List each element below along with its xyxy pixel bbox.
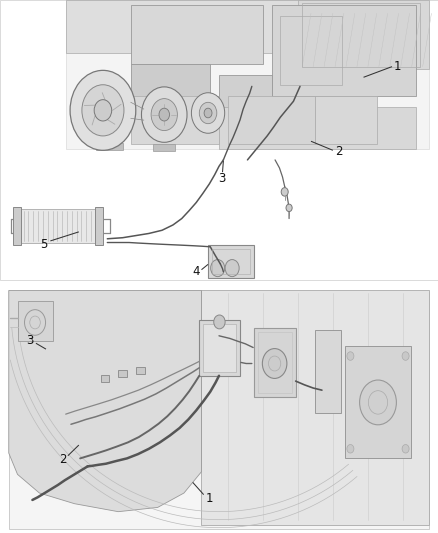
Bar xyxy=(131,96,219,144)
Bar xyxy=(21,209,95,243)
Circle shape xyxy=(286,204,292,212)
Bar xyxy=(153,144,175,151)
Circle shape xyxy=(141,87,187,142)
Polygon shape xyxy=(201,290,429,525)
Circle shape xyxy=(214,315,225,329)
Bar xyxy=(302,3,420,67)
Bar xyxy=(101,375,110,382)
Circle shape xyxy=(402,445,409,453)
Bar xyxy=(315,330,341,413)
Text: 2: 2 xyxy=(335,146,343,158)
Circle shape xyxy=(199,102,217,124)
Circle shape xyxy=(70,70,136,150)
Circle shape xyxy=(347,445,354,453)
Circle shape xyxy=(204,108,212,118)
Circle shape xyxy=(347,352,354,360)
Text: 5: 5 xyxy=(40,238,47,251)
Text: 4: 4 xyxy=(192,265,200,278)
Bar xyxy=(131,64,210,107)
Circle shape xyxy=(151,99,177,131)
Circle shape xyxy=(82,85,124,136)
Bar xyxy=(118,370,127,377)
Circle shape xyxy=(262,349,287,378)
Circle shape xyxy=(159,108,170,121)
Bar xyxy=(219,75,272,128)
Bar xyxy=(66,0,429,149)
Bar xyxy=(13,207,21,245)
Bar xyxy=(298,0,429,69)
Circle shape xyxy=(360,380,396,425)
Bar xyxy=(208,245,254,278)
Circle shape xyxy=(94,100,112,121)
Bar xyxy=(315,96,377,144)
Bar xyxy=(258,332,292,393)
Text: 3: 3 xyxy=(218,172,225,185)
Bar xyxy=(136,367,145,374)
Bar xyxy=(18,301,53,341)
Bar xyxy=(228,96,315,144)
Circle shape xyxy=(191,93,225,133)
Bar xyxy=(96,143,123,150)
Bar xyxy=(212,249,250,274)
Bar xyxy=(95,207,103,245)
Bar xyxy=(254,328,296,397)
Bar xyxy=(219,107,416,149)
Text: 1: 1 xyxy=(394,60,402,73)
Bar xyxy=(203,324,236,372)
Text: 3: 3 xyxy=(26,334,33,346)
Circle shape xyxy=(225,260,239,277)
Circle shape xyxy=(281,188,288,196)
Circle shape xyxy=(402,352,409,360)
Bar xyxy=(280,16,342,85)
Bar xyxy=(345,346,411,458)
Circle shape xyxy=(25,310,46,335)
Text: 1: 1 xyxy=(205,492,213,505)
Bar xyxy=(0,0,438,280)
Bar xyxy=(272,5,416,96)
Circle shape xyxy=(211,260,225,277)
Polygon shape xyxy=(9,290,201,512)
Bar xyxy=(131,5,263,64)
Bar xyxy=(9,292,429,529)
Bar xyxy=(199,320,240,376)
Bar xyxy=(66,0,328,53)
Text: 2: 2 xyxy=(59,453,67,466)
